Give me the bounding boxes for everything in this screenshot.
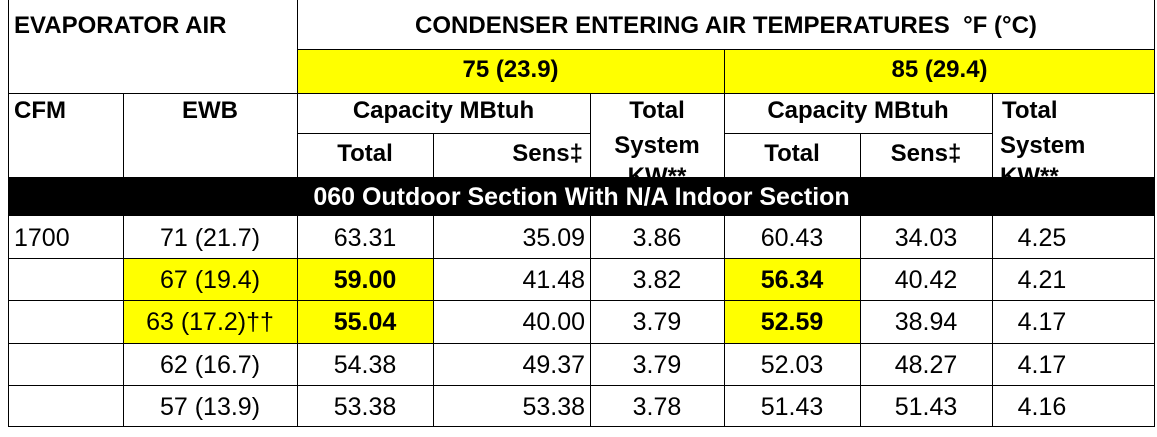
grid-line — [992, 216, 993, 427]
row-kw-85: 4.16 — [1017, 393, 1067, 421]
row-sens-75: 40.00 — [522, 308, 585, 336]
row-total-75: 55.04 — [333, 308, 397, 336]
row-kw-75: 3.82 — [632, 266, 682, 294]
row-kw-75: 3.79 — [632, 351, 682, 379]
row-total-85: 51.43 — [760, 393, 824, 421]
row-total-75: 59.00 — [333, 266, 397, 294]
grid-line — [8, 93, 1155, 94]
grid-line — [860, 133, 861, 177]
grid-line — [8, 0, 9, 427]
grid-line — [8, 300, 1155, 301]
grid-line — [8, 258, 1155, 259]
row-total-85: 52.59 — [760, 308, 824, 336]
section-band: 060 Outdoor Section With N/A Indoor Sect… — [8, 177, 1155, 216]
grid-line — [297, 49, 1155, 50]
row-sens-85: 34.03 — [894, 224, 958, 252]
row-sens-75: 35.09 — [522, 224, 585, 252]
total-subheader-75: Total — [337, 140, 393, 167]
grid-line — [860, 216, 861, 427]
row-cfm: 1700 — [14, 224, 70, 252]
sens-subheader-85: Sens‡ — [890, 140, 962, 167]
grid-line — [590, 93, 591, 177]
row-sens-85: 48.27 — [894, 351, 958, 379]
row-kw-85: 4.21 — [1017, 266, 1067, 294]
grid-line — [297, 0, 298, 177]
row-sens-85: 38.94 — [894, 308, 958, 336]
grid-line — [724, 49, 725, 177]
grid-line — [8, 426, 1155, 427]
grid-line — [724, 216, 725, 427]
temp-group-75-label: 75 (23.9) — [462, 56, 559, 83]
sens-subheader-75: Sens‡ — [512, 140, 583, 167]
row-ewb: 63 (17.2)†† — [146, 308, 274, 336]
grid-line — [590, 216, 591, 427]
grid-line — [1154, 0, 1155, 427]
grid-line — [297, 216, 298, 427]
ewb-63-highlight — [123, 300, 297, 343]
temp-group-85-label: 85 (29.4) — [891, 56, 988, 83]
grid-line — [123, 93, 124, 177]
row-total-85: 52.03 — [760, 351, 824, 379]
row-kw-75: 3.79 — [632, 308, 682, 336]
row-total-75: 53.38 — [333, 393, 397, 421]
row-total-85: 56.34 — [760, 266, 824, 294]
capacity-header-75: Capacity MBtuh — [352, 97, 535, 124]
grid-line — [8, 343, 1155, 344]
capacity-header-85: Capacity MBtuh — [767, 97, 949, 124]
row-kw-75: 3.78 — [632, 393, 682, 421]
temp-group-75-highlight — [297, 49, 724, 93]
grid-line — [297, 133, 590, 134]
total-system-kw-header-85: Total — [1002, 97, 1058, 124]
ewb-header: EWB — [182, 97, 238, 124]
row-ewb: 62 (16.7) — [159, 351, 261, 379]
grid-line — [724, 133, 992, 134]
total-system-kw-header-85-line2: System — [1000, 132, 1086, 159]
row-sens-85: 51.43 — [894, 393, 958, 421]
row-kw-85: 4.17 — [1017, 351, 1067, 379]
temp-group-85-highlight — [724, 49, 1155, 93]
row-sens-85: 40.42 — [894, 266, 958, 294]
row-ewb: 71 (21.7) — [159, 224, 261, 252]
total-56-highlight — [724, 258, 860, 300]
grid-line — [123, 216, 124, 427]
total-subheader-85: Total — [764, 140, 820, 167]
row-total-75: 54.38 — [333, 351, 397, 379]
evaporator-air-header: EVAPORATOR AIR — [14, 12, 227, 39]
grid-line — [8, 385, 1155, 386]
row-sens-75: 41.48 — [522, 266, 585, 294]
row-kw-85: 4.17 — [1017, 308, 1067, 336]
total-59-highlight — [297, 258, 433, 300]
row-kw-75: 3.86 — [632, 224, 682, 252]
grid-line — [433, 133, 434, 177]
total-system-kw-header-75: Total — [629, 97, 685, 124]
grid-line — [992, 93, 993, 177]
row-ewb: 57 (13.9) — [159, 393, 261, 421]
row-kw-85: 4.25 — [1017, 224, 1067, 252]
total-52-highlight — [724, 300, 860, 343]
row-total-75: 63.31 — [333, 224, 397, 252]
row-total-85: 60.43 — [760, 224, 824, 252]
ewb-67-highlight — [123, 258, 297, 300]
grid-line — [433, 216, 434, 427]
total-55-highlight — [297, 300, 433, 343]
cfm-header: CFM — [14, 97, 66, 124]
section-band-label: 060 Outdoor Section With N/A Indoor Sect… — [313, 183, 850, 211]
row-ewb: 67 (19.4) — [159, 266, 261, 294]
condenser-temperatures-header: CONDENSER ENTERING AIR TEMPERATURES °F (… — [415, 12, 1037, 39]
total-system-kw-header-75-line2: System — [614, 132, 700, 159]
row-sens-75: 49.37 — [522, 351, 585, 379]
row-sens-75: 53.38 — [522, 393, 585, 421]
